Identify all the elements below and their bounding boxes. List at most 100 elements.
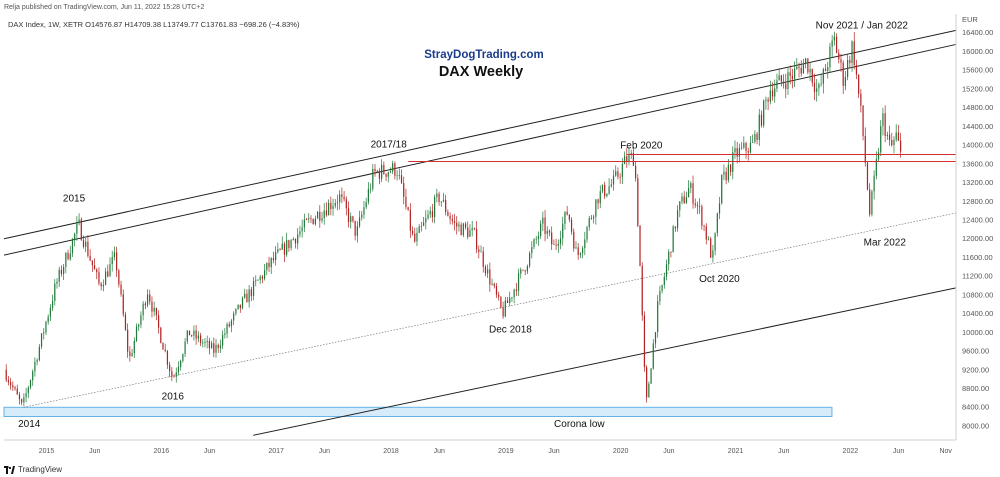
candle-body bbox=[643, 315, 646, 368]
candle-body bbox=[652, 343, 654, 369]
price-tick-label: 11600.00 bbox=[962, 253, 993, 262]
candle-body bbox=[646, 367, 648, 398]
price-tick-label: 8800.00 bbox=[962, 384, 989, 393]
candle-body bbox=[860, 93, 862, 106]
candle-body bbox=[833, 36, 835, 41]
time-tick-label: Jun bbox=[893, 448, 904, 455]
candle-body bbox=[164, 349, 166, 352]
candle-body bbox=[157, 315, 160, 328]
candle-body bbox=[546, 230, 548, 234]
candle-body bbox=[453, 221, 456, 223]
candle-body bbox=[226, 324, 228, 334]
price-tick-label: 8000.00 bbox=[962, 421, 989, 430]
candle-body bbox=[396, 175, 398, 177]
candle-body bbox=[173, 376, 175, 378]
candle-body bbox=[599, 191, 601, 204]
candle-body bbox=[392, 163, 394, 172]
candle-body bbox=[255, 280, 257, 282]
candle-body bbox=[564, 211, 566, 224]
candle-body bbox=[91, 260, 93, 266]
candle-body bbox=[628, 154, 630, 162]
candle-body bbox=[553, 244, 555, 245]
time-tick-label: Nov bbox=[939, 448, 952, 455]
candle-body bbox=[409, 209, 411, 231]
candle-body bbox=[111, 257, 113, 265]
candle-body bbox=[191, 335, 193, 337]
candle-body bbox=[188, 330, 191, 336]
annotation-label: Corona low bbox=[554, 419, 605, 430]
candle-body bbox=[851, 41, 853, 64]
candle-body bbox=[595, 199, 597, 217]
candle-body bbox=[96, 269, 98, 273]
candle-body bbox=[723, 171, 725, 175]
candle-body bbox=[778, 75, 780, 81]
candle-body bbox=[690, 183, 692, 189]
candle-body bbox=[427, 214, 429, 219]
candle-body bbox=[431, 211, 434, 218]
candle-body bbox=[484, 266, 487, 274]
candle-body bbox=[138, 324, 140, 327]
axes-layer: EUR 8000.00 8400.00 8800.00 9200.00 9600.00 10… bbox=[4, 14, 993, 455]
candle-body bbox=[49, 307, 51, 317]
candle-body bbox=[460, 224, 462, 236]
candle-body bbox=[818, 84, 820, 89]
candle-body bbox=[705, 226, 707, 240]
candle-body bbox=[696, 205, 699, 207]
candle-body bbox=[533, 239, 535, 247]
price-tick-label: 8400.00 bbox=[962, 403, 989, 412]
candle-body bbox=[127, 329, 129, 352]
candle-body bbox=[526, 266, 528, 272]
candle-body bbox=[685, 197, 688, 204]
time-tick-label: Jun bbox=[319, 448, 330, 455]
candle-body bbox=[23, 397, 25, 403]
candle-body bbox=[250, 289, 252, 296]
candle-body bbox=[69, 253, 71, 260]
candle-body bbox=[334, 202, 336, 206]
candle-body bbox=[332, 205, 334, 209]
tradingview-footer[interactable]: TradingView bbox=[4, 465, 62, 474]
candle-body bbox=[445, 199, 447, 212]
candle-body bbox=[420, 225, 422, 227]
time-tick-label: Jun bbox=[663, 448, 674, 455]
candle-body bbox=[140, 315, 142, 325]
candle-body bbox=[520, 269, 522, 274]
candle-body bbox=[356, 226, 358, 236]
candle-body bbox=[29, 380, 32, 388]
candle-body bbox=[714, 232, 716, 251]
candle-body bbox=[438, 193, 440, 203]
candle-body bbox=[679, 201, 681, 211]
candle-body bbox=[418, 226, 420, 233]
candle-body bbox=[151, 301, 153, 312]
candle-body bbox=[449, 215, 451, 220]
candle-body bbox=[422, 222, 425, 226]
candle-body bbox=[389, 171, 392, 173]
candle-body bbox=[637, 178, 639, 226]
candle-body bbox=[14, 387, 16, 389]
candle-body bbox=[217, 344, 219, 348]
candle-body bbox=[515, 289, 517, 291]
candle-body bbox=[767, 99, 769, 102]
candle-body bbox=[51, 300, 54, 308]
candle-body bbox=[824, 69, 827, 71]
currency-label: EUR bbox=[962, 15, 978, 24]
candle-body bbox=[663, 276, 665, 285]
candle-body bbox=[610, 184, 612, 187]
candle-body bbox=[597, 199, 599, 204]
candle-body bbox=[456, 222, 458, 227]
candle-body bbox=[798, 66, 800, 68]
candle-body bbox=[566, 211, 568, 215]
price-tick-label: 14000.00 bbox=[962, 141, 993, 150]
ohlc-values: O14576.87 H14709.38 L13749.77 C13761.83 … bbox=[85, 20, 300, 29]
candle-body bbox=[517, 273, 520, 291]
candle-body bbox=[206, 340, 208, 343]
candle-body bbox=[568, 214, 570, 220]
candle-body bbox=[367, 188, 369, 202]
candle-body bbox=[522, 269, 524, 271]
candle-body bbox=[672, 226, 674, 253]
candle-body bbox=[180, 360, 182, 367]
candle-body bbox=[469, 230, 471, 237]
candle-body bbox=[160, 327, 162, 343]
candle-body bbox=[802, 63, 805, 74]
candle-body bbox=[272, 258, 275, 261]
candle-body bbox=[729, 164, 732, 172]
